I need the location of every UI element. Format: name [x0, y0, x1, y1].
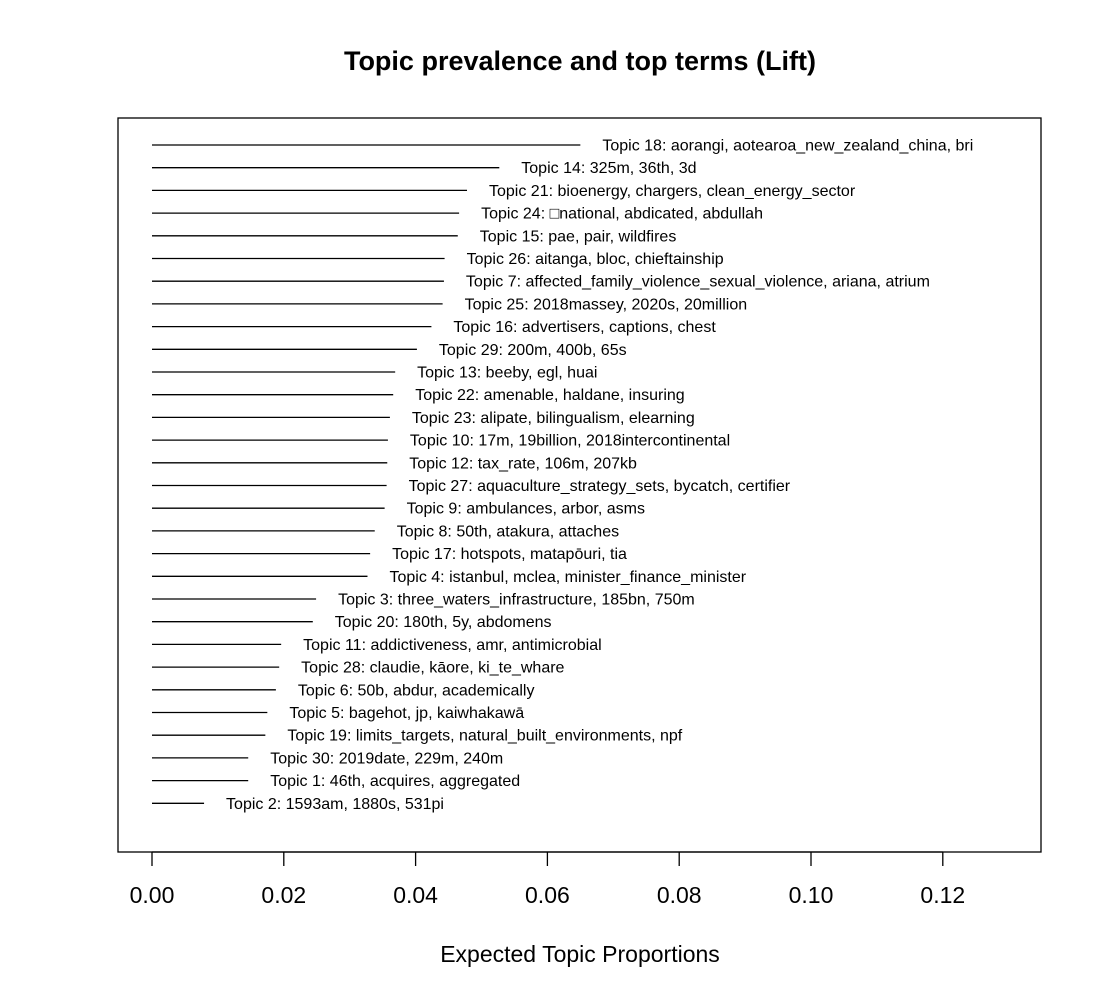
topic-label: Topic 23: alipate, bilingualism, elearni…: [412, 410, 695, 427]
topic-label: Topic 24: □national, abdicated, abdullah: [481, 206, 763, 223]
topic-label: Topic 5: bagehot, jp, kaiwhakawā: [289, 705, 524, 722]
topic-label: Topic 9: ambulances, arbor, asms: [407, 501, 645, 518]
topic-label: Topic 20: 180th, 5y, abdomens: [335, 614, 552, 631]
topic-label: Topic 3: three_waters_infrastructure, 18…: [338, 592, 695, 609]
topic-label: Topic 15: pae, pair, wildfires: [480, 228, 677, 245]
topic-label: Topic 26: aitanga, bloc, chieftainship: [467, 251, 724, 268]
x-axis-title: Expected Topic Proportions: [440, 941, 720, 967]
x-tick-label: 0.04: [393, 882, 438, 908]
topic-label: Topic 2: 1593am, 1880s, 531pi: [226, 796, 444, 813]
topic-label: Topic 16: advertisers, captions, chest: [453, 319, 716, 336]
topic-label: Topic 12: tax_rate, 106m, 207kb: [409, 455, 637, 472]
topic-label: Topic 27: aquaculture_strategy_sets, byc…: [409, 478, 791, 495]
topic-label: Topic 22: amenable, haldane, insuring: [415, 387, 685, 404]
topic-label: Topic 21: bioenergy, chargers, clean_ene…: [489, 183, 856, 200]
topic-label: Topic 25: 2018massey, 2020s, 20million: [465, 296, 748, 313]
topic-label: Topic 18: aorangi, aotearoa_new_zealand_…: [602, 138, 973, 155]
x-tick-label: 0.10: [789, 882, 834, 908]
topic-label: Topic 4: istanbul, mclea, minister_finan…: [389, 569, 746, 586]
topic-label: Topic 17: hotspots, matapōuri, tia: [392, 546, 627, 563]
x-axis: 0.00 0.02 0.04 0.06 0.08 0.10 0.12: [130, 851, 965, 908]
topic-label: Topic 29: 200m, 400b, 65s: [439, 342, 627, 359]
topic-label: Topic 19: limits_targets, natural_built_…: [287, 728, 682, 745]
topic-label: Topic 30: 2019date, 229m, 240m: [270, 750, 503, 767]
topic-label: Topic 28: claudie, kāore, ki_te_whare: [301, 660, 564, 677]
x-tick-label: 0.00: [130, 882, 175, 908]
topic-label: Topic 6: 50b, abdur, academically: [298, 682, 535, 699]
x-tick-label: 0.12: [920, 882, 965, 908]
topic-label: Topic 8: 50th, atakura, attaches: [397, 523, 619, 540]
topic-label: Topic 1: 46th, acquires, aggregated: [270, 773, 520, 790]
topic-label: Topic 10: 17m, 19billion, 2018interconti…: [410, 433, 730, 450]
topic-label: Topic 7: affected_family_violence_sexual…: [466, 274, 930, 291]
x-tick-label: 0.02: [261, 882, 306, 908]
chart-title: Topic prevalence and top terms (Lift): [344, 46, 816, 76]
x-tick-label: 0.08: [657, 882, 702, 908]
topic-label: Topic 13: beeby, egl, huai: [417, 365, 597, 382]
x-tick-label: 0.06: [525, 882, 570, 908]
topic-label: Topic 11: addictiveness, amr, antimicrob…: [303, 637, 602, 654]
topic-label: Topic 14: 325m, 36th, 3d: [521, 160, 696, 177]
segment-group: Topic 18: aorangi, aotearoa_new_zealand_…: [152, 138, 973, 813]
